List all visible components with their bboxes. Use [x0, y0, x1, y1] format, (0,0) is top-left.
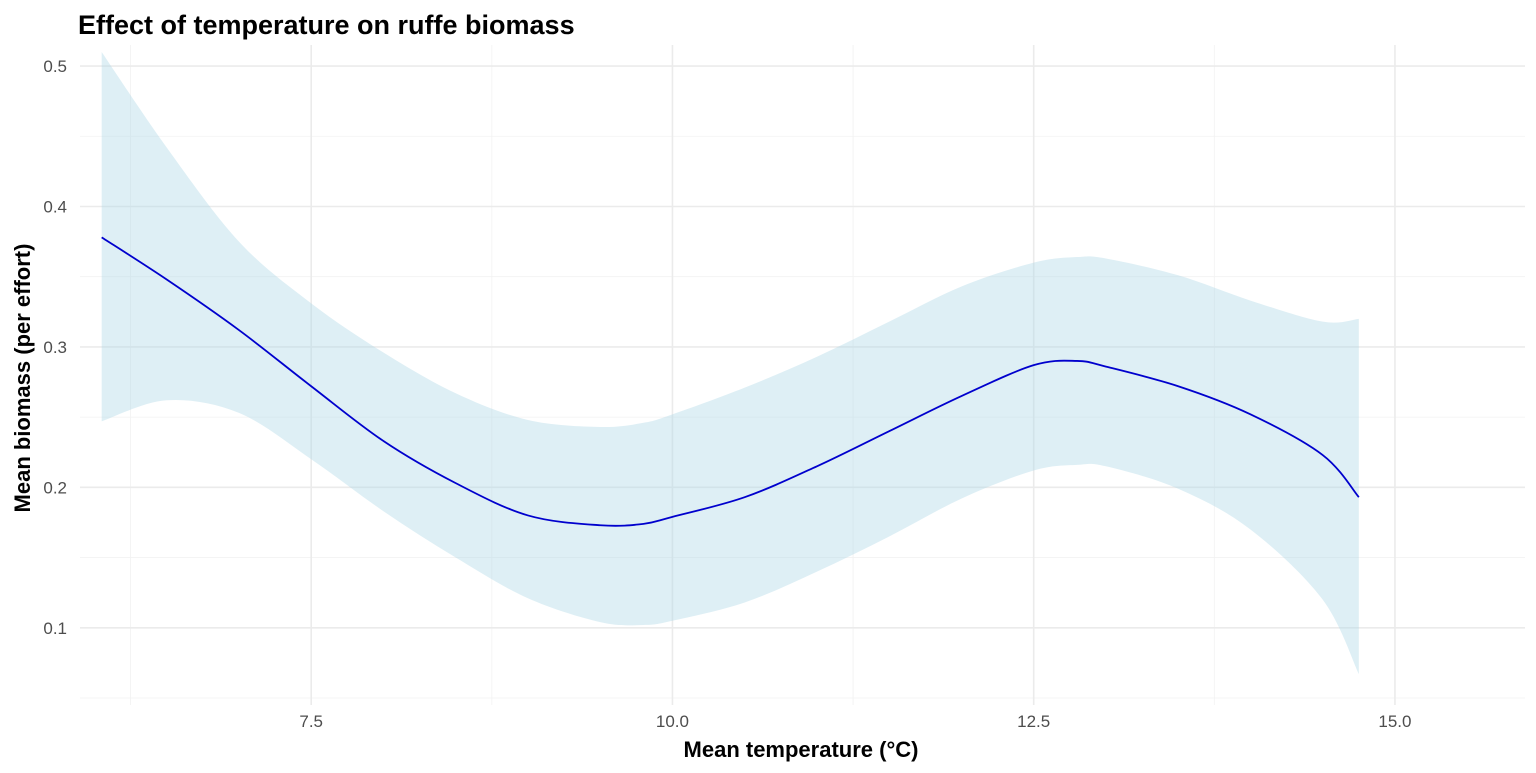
x-tick-label: 10.0: [656, 712, 689, 731]
y-tick-label: 0.3: [43, 338, 67, 357]
x-axis-ticks: 7.5 10.0 12.5 15.0: [299, 712, 1411, 731]
confidence-ribbon: [101, 52, 1359, 675]
grid: [80, 45, 1525, 705]
fitted-curve: [101, 236, 1360, 527]
x-tick-label: 12.5: [1017, 712, 1050, 731]
y-tick-label: 0.4: [43, 197, 67, 216]
fit-line: [101, 236, 1360, 527]
y-axis-ticks: 0.1 0.2 0.3 0.4 0.5: [43, 57, 67, 638]
y-tick-label: 0.2: [43, 478, 67, 497]
y-tick-label: 0.5: [43, 57, 67, 76]
x-axis-title: Mean temperature (°C): [684, 737, 919, 762]
y-tick-label: 0.1: [43, 619, 67, 638]
chart-title: Effect of temperature on ruffe biomass: [78, 10, 575, 40]
y-axis-title: Mean biomass (per effort): [10, 244, 35, 513]
x-tick-label: 15.0: [1378, 712, 1411, 731]
x-tick-label: 7.5: [299, 712, 323, 731]
confidence-band: [101, 52, 1359, 675]
